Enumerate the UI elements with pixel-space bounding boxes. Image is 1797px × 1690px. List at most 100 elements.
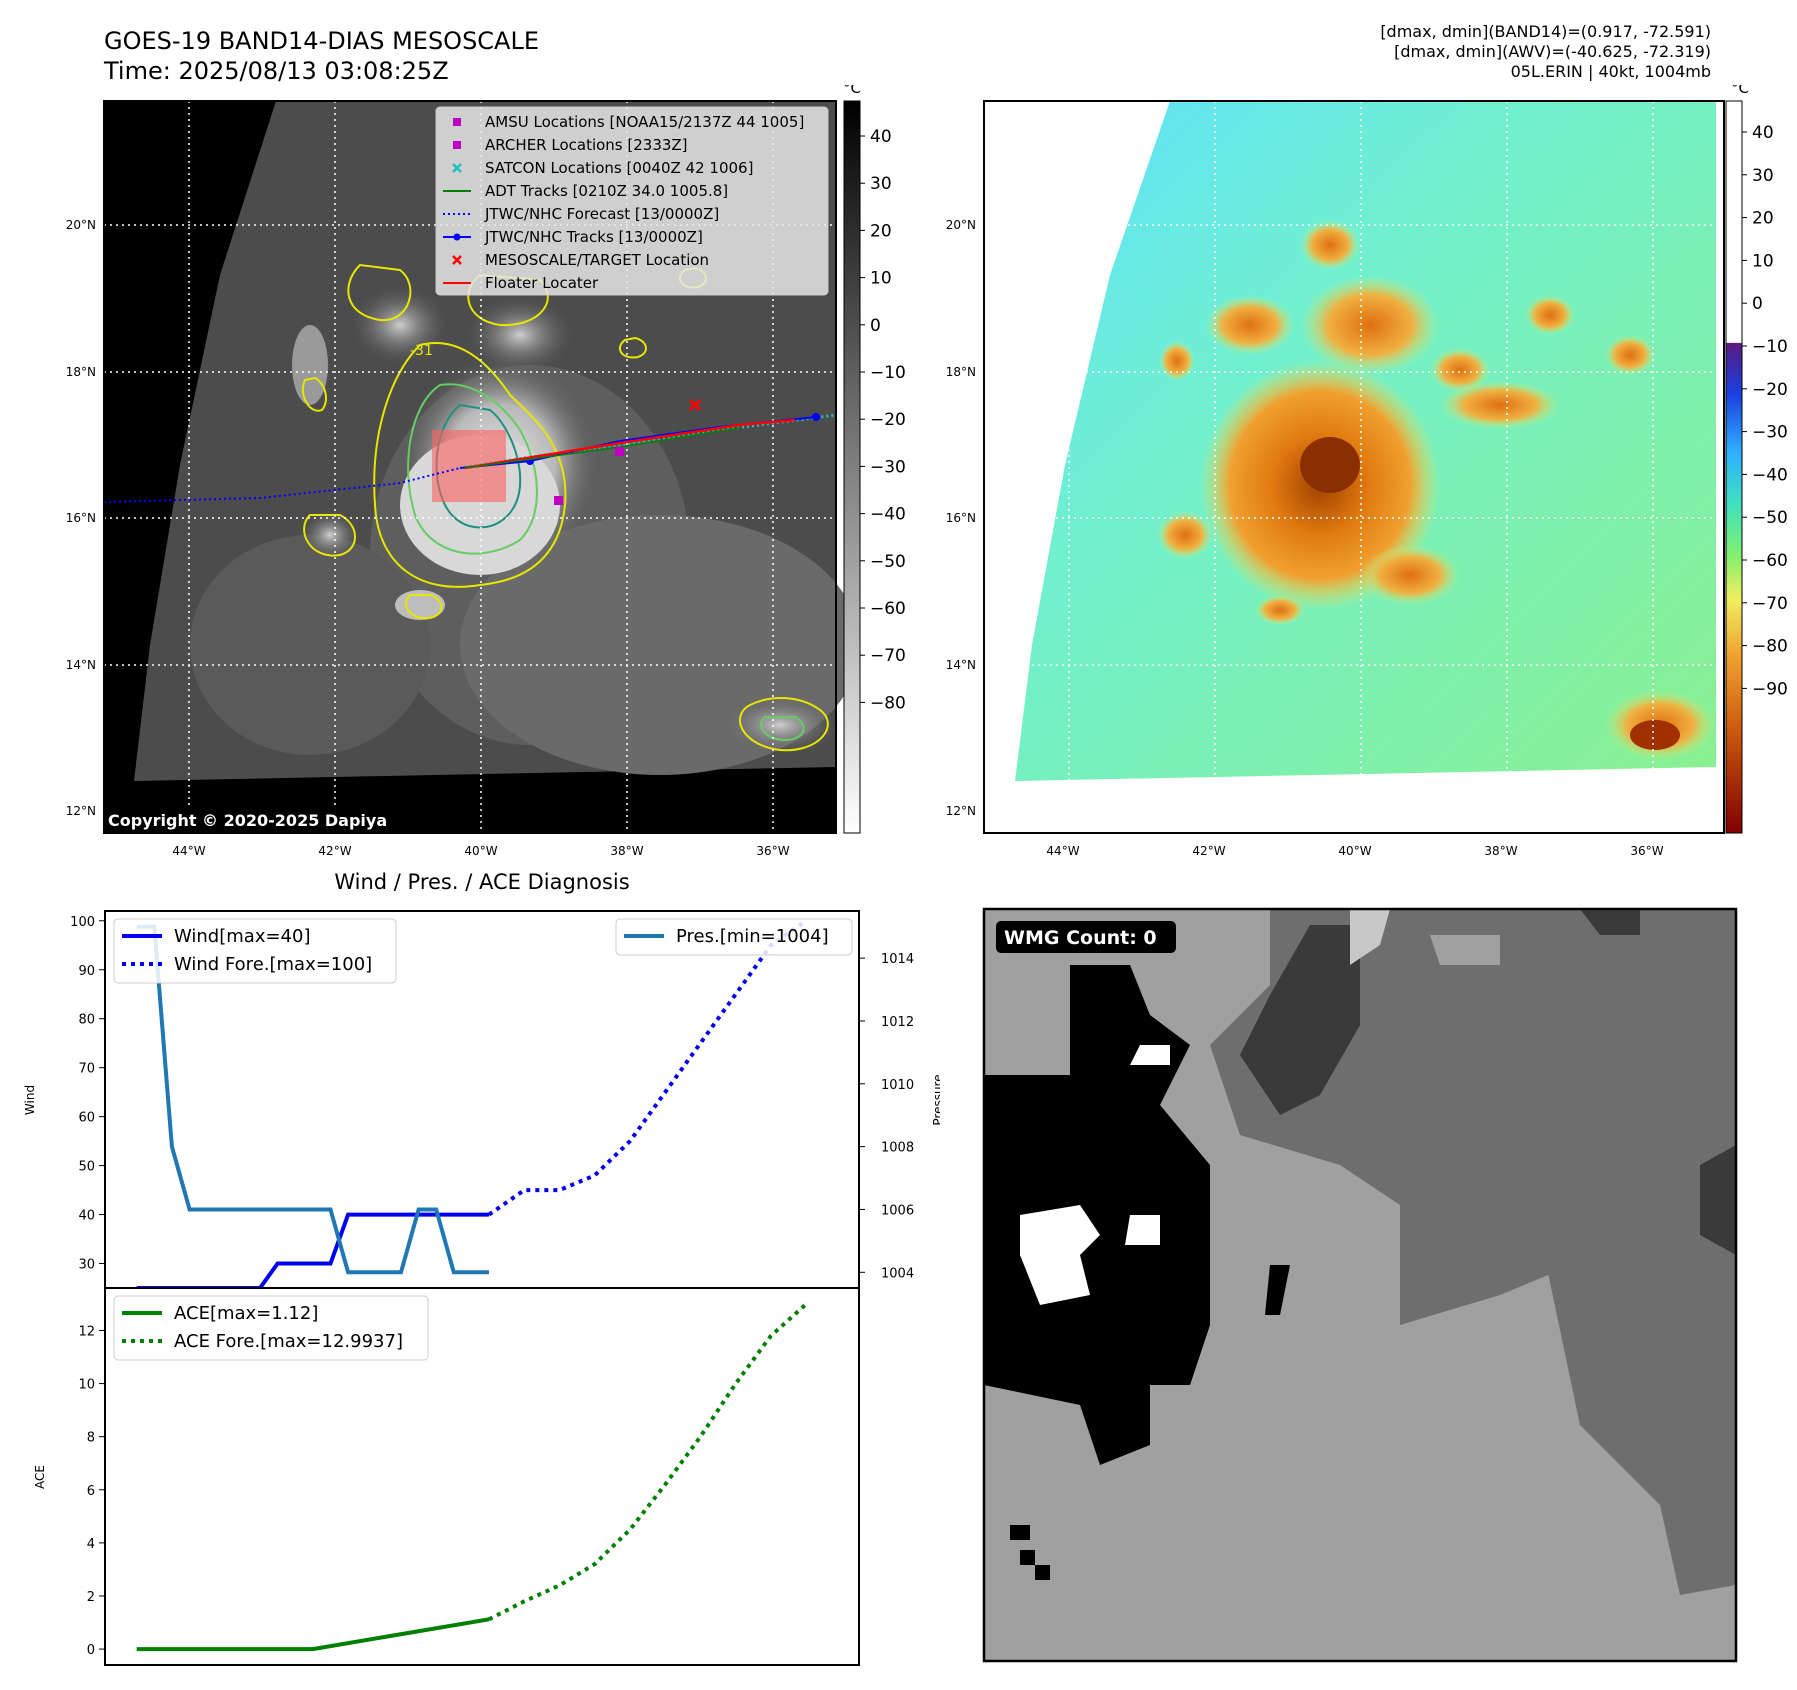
wv-lon-label: 38°W bbox=[1484, 844, 1517, 855]
copyright-box bbox=[104, 807, 420, 833]
colorbar-tick-label: 30 bbox=[1752, 166, 1774, 186]
ir-lon-label: 40°W bbox=[464, 844, 497, 855]
pressure-y-tick-label: 1010 bbox=[881, 1078, 914, 1093]
wv-lat-label: 14°N bbox=[946, 658, 976, 672]
ir-legend-label: Floater Locater bbox=[485, 274, 599, 292]
wv-colorbar bbox=[1725, 100, 1743, 834]
contour-label: -31 bbox=[410, 343, 433, 359]
wv-lon-label: 42°W bbox=[1192, 844, 1225, 855]
legend-dot-marker bbox=[453, 233, 461, 241]
wv-lon-label: 36°W bbox=[1630, 844, 1663, 855]
ir-legend-label: JTWC/NHC Forecast [13/0000Z] bbox=[484, 205, 719, 223]
pressure-legend-label: Pres.[min=1004] bbox=[676, 926, 829, 947]
ir-legend-item: ARCHER Locations [2333Z] bbox=[453, 136, 688, 154]
wv-lon-labels: 44°W 42°W 40°W 38°W 36°W bbox=[1046, 844, 1663, 855]
wmg-panel: WMG Count: 0 bbox=[982, 907, 1738, 1663]
pressure-y-ticks: 1004 1006 1008 1010 1012 1014 bbox=[859, 952, 914, 1281]
wind-y-tick-label: 90 bbox=[78, 964, 95, 979]
ace-legend: ACE[max=1.12] ACE Fore.[max=12.9937] bbox=[113, 1295, 429, 1361]
ir-legend: AMSU Locations [NOAA15/2137Z 44 1005] ARC… bbox=[435, 106, 829, 296]
ace-y-ticks: 0 2 4 6 8 10 12 bbox=[78, 1324, 105, 1658]
colorbar-tick-label: −10 bbox=[870, 363, 906, 383]
ir-contours bbox=[302, 263, 829, 752]
wv-gridlines bbox=[984, 101, 1716, 833]
ace-y-tick-label: 6 bbox=[87, 1484, 95, 1499]
wv-colorbar-ticks: 40 30 20 10 0 −10 −20 −30 −40 −50 −60 −70 −80 −90 bbox=[1742, 123, 1788, 699]
wv-lat-label: 16°N bbox=[946, 511, 976, 525]
colorbar-tick-label: −30 bbox=[1752, 423, 1788, 443]
wind-legend-label: Wind[max=40] bbox=[174, 926, 311, 947]
figure-title: GOES-19 BAND14-DIAS MESOSCALE Time: 2025… bbox=[104, 26, 539, 86]
ir-legend-label: JTWC/NHC Tracks [13/0000Z] bbox=[484, 228, 703, 246]
target-marker bbox=[688, 398, 702, 412]
wind-axis-label: Wind bbox=[23, 1085, 37, 1115]
colorbar-tick-label: −70 bbox=[870, 646, 906, 666]
colorbar-tick-label: −20 bbox=[1752, 380, 1788, 400]
pressure-y-tick-label: 1014 bbox=[881, 952, 914, 967]
wind-y-tick-label: 50 bbox=[78, 1160, 95, 1175]
ir-panel: -31 AMSU Locations [NOAA15/2137Z 44 1005… bbox=[66, 85, 906, 855]
wmg-count-label: WMG Count: 0 bbox=[1004, 927, 1157, 949]
ir-legend-item: AMSU Locations [NOAA15/2137Z 44 1005] bbox=[453, 113, 804, 131]
wv-lat-label: 18°N bbox=[946, 365, 976, 379]
ir-legend-item: MESOSCALE/TARGET Location bbox=[452, 251, 709, 269]
ir-frame bbox=[103, 100, 837, 834]
wind-fore-legend-label: Wind Fore.[max=100] bbox=[174, 954, 372, 975]
wind-legend: Wind[max=40] Wind Fore.[max=100] bbox=[113, 918, 397, 984]
ir-legend-item: ADT Tracks [0210Z 34.0 1005.8] bbox=[443, 182, 728, 200]
wind-y-ticks: 30 40 50 60 70 80 90 100 bbox=[70, 915, 105, 1273]
ace-y-tick-label: 4 bbox=[87, 1537, 95, 1552]
wind-series-line-2 bbox=[136, 924, 489, 1275]
ace-fore-legend-label: ACE Fore.[max=12.9937] bbox=[174, 1331, 403, 1352]
info-line-3: 05L.ERIN | 40kt, 1004mb bbox=[1510, 62, 1711, 81]
colorbar-tick-label: −60 bbox=[870, 599, 906, 619]
wv-colorbar-unit: °C bbox=[1731, 85, 1749, 97]
colorbar-tick-label: 40 bbox=[870, 127, 892, 147]
ir-lon-labels: 44°W 42°W 40°W 38°W 36°W bbox=[172, 844, 789, 855]
legend-x-marker bbox=[452, 255, 462, 265]
colorbar-tick-label: 40 bbox=[1752, 123, 1774, 143]
colorbar-tick-label: 0 bbox=[1752, 294, 1763, 314]
diagnosis-panel: Wind / Pres. / ACE Diagnosis 30405060708… bbox=[23, 870, 940, 1666]
wind-y-tick-label: 100 bbox=[70, 915, 95, 930]
nhc-track-point bbox=[812, 413, 820, 421]
ir-lat-label: 18°N bbox=[66, 365, 96, 379]
wv-cloud-features bbox=[1157, 220, 1715, 760]
ir-colorbar bbox=[843, 100, 861, 834]
wind-y-tick-label: 60 bbox=[78, 1111, 95, 1126]
ir-legend-label: ADT Tracks [0210Z 34.0 1005.8] bbox=[485, 182, 728, 200]
ir-legend-item: Floater Locater bbox=[443, 274, 599, 292]
info-line-2: [dmax, dmin](AWV)=(-40.625, -72.319) bbox=[1394, 42, 1711, 61]
ace-series-line-0 bbox=[136, 1617, 490, 1652]
title-line-2: Time: 2025/08/13 03:08:25Z bbox=[104, 57, 449, 85]
info-line-1: [dmax, dmin](BAND14)=(0.917, -72.591) bbox=[1380, 22, 1711, 41]
ir-lon-label: 36°W bbox=[756, 844, 789, 855]
amsu-marker bbox=[554, 496, 563, 505]
ir-lat-label: 16°N bbox=[66, 511, 96, 525]
wv-panel: 20°N 18°N 16°N 14°N 12°N 44°W 42°W 40°W … bbox=[946, 85, 1788, 855]
colorbar-tick-label: −30 bbox=[870, 457, 906, 477]
colorbar-tick-label: −40 bbox=[1752, 465, 1788, 485]
colorbar-tick-label: −90 bbox=[1752, 679, 1788, 699]
ir-colorbar-ticks: 40 30 20 10 0 −10 −20 −30 −40 −50 −60 −70 −80 bbox=[860, 127, 906, 713]
pressure-y-tick-label: 1008 bbox=[881, 1141, 914, 1156]
ir-lon-label: 38°W bbox=[610, 844, 643, 855]
wmg-frame bbox=[982, 907, 1738, 1663]
ace-legend-label: ACE[max=1.12] bbox=[174, 1303, 318, 1324]
colorbar-tick-label: −20 bbox=[870, 410, 906, 430]
colorbar-tick-label: −80 bbox=[1752, 637, 1788, 657]
copyright-text: Copyright © 2020-2025 Dapiya bbox=[108, 811, 387, 830]
ir-legend-label: AMSU Locations [NOAA15/2137Z 44 1005] bbox=[485, 113, 804, 131]
storm-info: [dmax, dmin](BAND14)=(0.917, -72.591) [d… bbox=[1380, 22, 1711, 82]
mesoscale-box bbox=[432, 430, 506, 502]
wind-plot bbox=[136, 919, 808, 1288]
wv-lon-label: 44°W bbox=[1046, 844, 1079, 855]
forecast-track bbox=[103, 467, 461, 503]
ir-colorbar-unit: °C bbox=[843, 85, 861, 97]
pressure-axis-label: Pressure bbox=[931, 1074, 940, 1125]
wind-series-line-0 bbox=[136, 1212, 489, 1288]
ir-lat-label: 14°N bbox=[66, 658, 96, 672]
colorbar-tick-label: −50 bbox=[870, 552, 906, 572]
satcon-track bbox=[459, 413, 837, 470]
title-line-1: GOES-19 BAND14-DIAS MESOSCALE bbox=[104, 27, 540, 55]
